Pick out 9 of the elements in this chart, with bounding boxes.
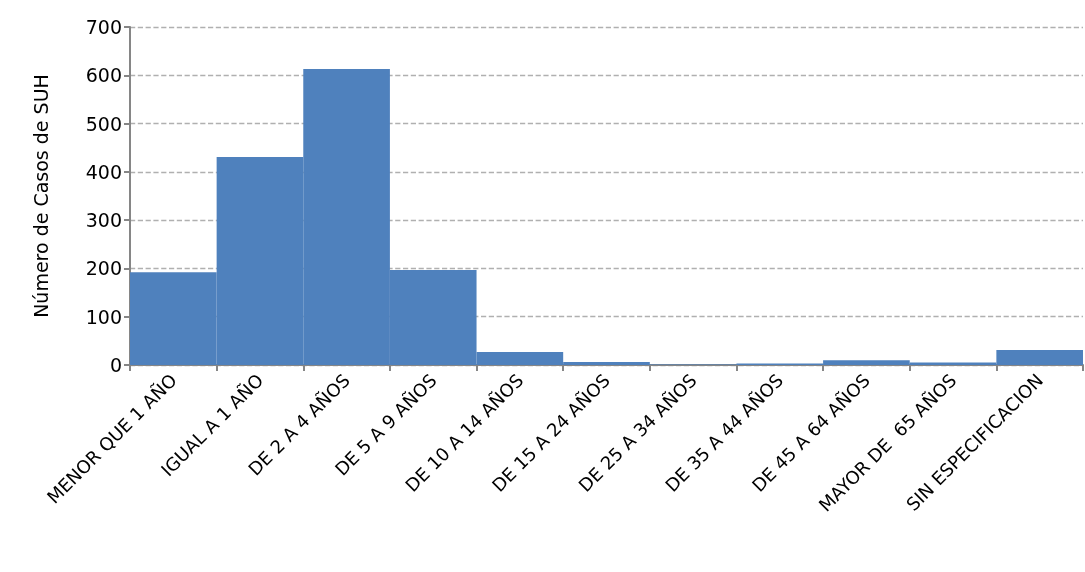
y-tick-label: 500: [85, 112, 122, 135]
y-tick-label: 400: [85, 160, 122, 183]
y-tick-label: 700: [85, 16, 122, 38]
y-tick-label: 600: [85, 64, 122, 87]
y-tick-label: 300: [85, 209, 122, 232]
y-tick-label: 200: [85, 257, 122, 280]
y-axis-title: Número de Casos de SUH: [29, 74, 52, 318]
y-tick-label: 100: [85, 305, 122, 328]
y-tick-label: 0: [109, 354, 122, 376]
